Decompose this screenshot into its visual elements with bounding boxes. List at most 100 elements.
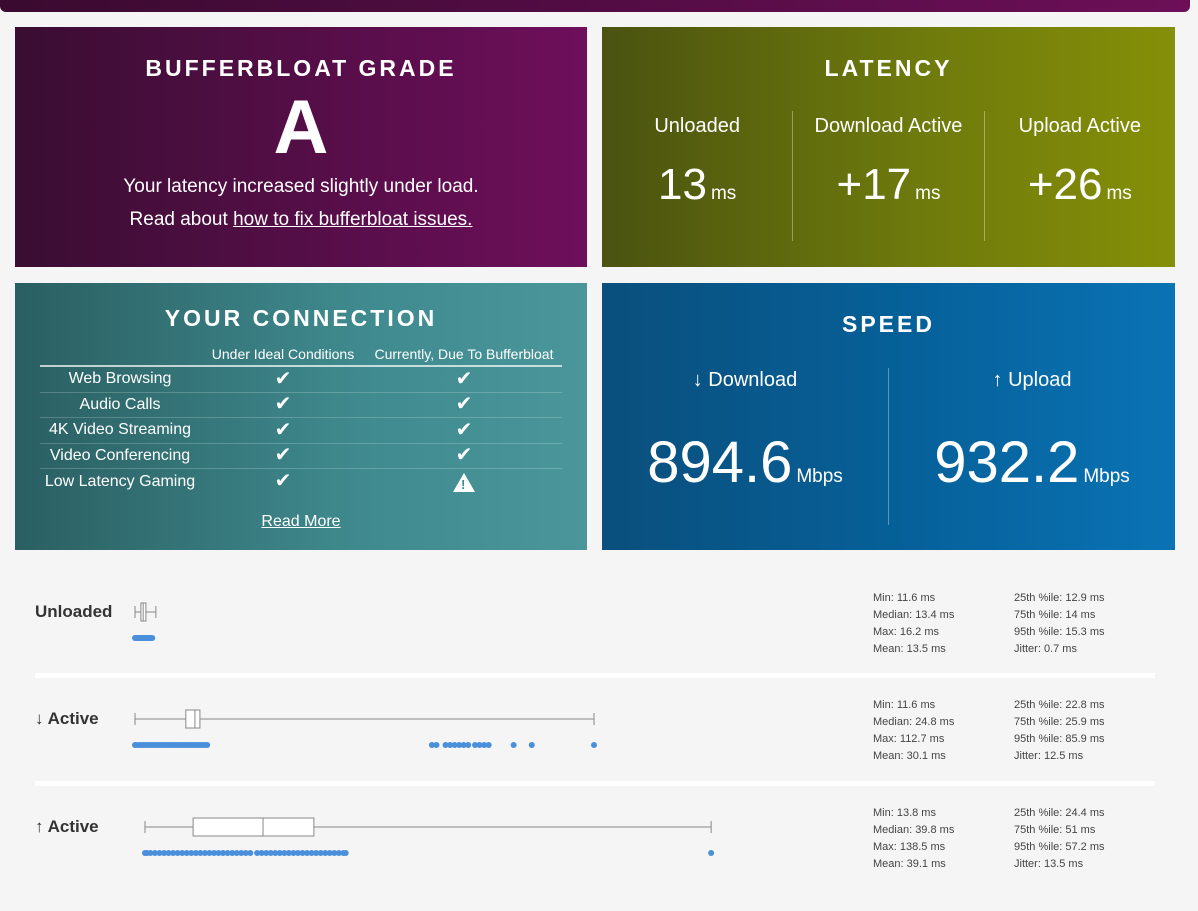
data-point [528,742,535,748]
check-icon: ✔ [455,393,473,416]
data-point [242,850,249,856]
latency-unit: ms [915,183,941,204]
connection-row-name: Web Browsing [68,370,172,388]
latency-title: LATENCY [824,55,953,81]
data-point [433,742,440,748]
data-point [170,742,177,748]
data-point [263,850,270,856]
speed-unit: Mbps [1083,466,1130,487]
grade-line-2-prefix: Read about [129,209,234,230]
connection-row-name: Low Latency Gaming [44,472,196,490]
connection-row: Web Browsing ✔ ✔ [40,367,562,393]
data-point [308,850,315,856]
latency-columns: Unloaded 13 ms Download Active +17 ms Uplo… [602,111,1175,241]
stat-p75: 75th %ile: 25.9 ms [1014,716,1105,728]
data-point [465,742,472,748]
stat-p75: 75th %ile: 14 ms [1014,609,1096,621]
data-point [476,742,483,748]
check-icon: ✔ [274,393,292,416]
data-point [451,742,458,748]
data-point [151,742,158,748]
data-point [267,850,274,856]
data-point [313,850,320,856]
fix-bufferbloat-link[interactable]: how to fix bufferbloat issues. [233,209,473,230]
stat-median: Median: 24.8 ms [873,716,955,728]
data-point [133,742,140,748]
data-point [447,742,454,748]
speed-download-number: 894.6 [647,430,793,495]
latency-stat-row: Unloaded Min: 11.6 ms Median: 13.4 ms Max: … [35,585,1155,667]
speed-unit: Mbps [796,466,843,487]
latency-unloaded-label: Unloaded [654,115,740,137]
data-point [258,850,265,856]
warning-icon [453,472,475,492]
connection-row: Audio Calls ✔ ✔ [40,393,562,418]
iqr-box [192,817,315,837]
latency-download-active: Download Active +17 ms [792,111,983,241]
data-point [220,850,227,856]
data-point [138,742,145,748]
latency-card: LATENCY Unloaded 13 ms Download Active +1… [602,27,1175,267]
check-icon: ✔ [274,470,292,493]
latency-unit: ms [1106,183,1132,204]
latency-download-value: +17 ms [793,160,983,219]
stat-values: 25th %ile: 22.8 ms 75th %ile: 25.9 ms 95th… [1014,697,1105,765]
stat-p25: 25th %ile: 24.4 ms [1014,807,1105,819]
data-point [210,850,217,856]
read-more-link[interactable]: Read More [261,513,341,530]
stat-min: Min: 11.6 ms [873,592,936,604]
data-point [254,850,261,856]
header-ideal: Under Ideal Conditions [211,346,355,362]
data-point [188,850,195,856]
data-point [428,742,435,748]
connection-table-header: Under Ideal Conditions Currently, Due To… [40,343,562,367]
connection-card: YOUR CONNECTION Under Ideal Conditions C… [15,283,587,550]
speed-download-label: ↓ Download [692,369,798,391]
stat-values: 25th %ile: 12.9 ms 75th %ile: 14 ms 95th %… [1014,590,1105,658]
data-point [229,850,236,856]
connection-rows: Web Browsing ✔ ✔ Audio Calls ✔ ✔ 4K Video Stre… [40,367,562,495]
data-point [485,742,492,748]
row-divider [35,781,1155,786]
speed-upload: ↑ Upload 932.2 Mbps [888,368,1175,525]
data-point [174,850,181,856]
data-point [161,850,168,856]
check-icon: ✔ [455,444,473,467]
read-more-container: Read More [15,513,587,531]
data-point [272,850,279,856]
connection-row-name: 4K Video Streaming [48,421,191,439]
speed-download-value: 894.6 Mbps [602,432,888,508]
stat-values: Min: 11.6 ms Median: 13.4 ms Max: 16.2 ms M… [873,590,954,658]
speed-upload-label: ↑ Upload [992,369,1072,391]
stat-jitter: Jitter: 13.5 ms [1014,858,1084,870]
data-point [142,742,149,748]
data-point [708,850,715,856]
data-point [156,742,163,748]
box-plot [132,709,597,748]
data-point [206,850,213,856]
data-point [510,742,517,748]
data-point [299,850,306,856]
data-point [197,850,204,856]
data-point [224,850,231,856]
header-current: Currently, Due To Bufferbloat [374,346,554,362]
data-point [201,850,208,856]
data-point [165,742,172,748]
stat-values: Min: 11.6 ms Median: 24.8 ms Max: 112.7 ms… [873,697,954,765]
stat-mean: Mean: 30.1 ms [873,750,946,762]
stat-mean: Mean: 13.5 ms [873,643,946,655]
connection-title: YOUR CONNECTION [164,305,438,331]
data-point [233,850,240,856]
check-icon: ✔ [455,418,473,441]
data-point [331,850,338,856]
stat-p95: 95th %ile: 85.9 ms [1014,733,1105,745]
stat-p75: 75th %ile: 51 ms [1014,824,1096,836]
iqr-box [185,709,201,729]
data-point [149,635,156,641]
data-point [170,850,177,856]
latency-download-label: Download Active [814,115,963,137]
data-point [238,850,245,856]
stat-p95: 95th %ile: 57.2 ms [1014,841,1105,853]
check-icon: ✔ [274,367,292,390]
row-divider [35,673,1155,678]
